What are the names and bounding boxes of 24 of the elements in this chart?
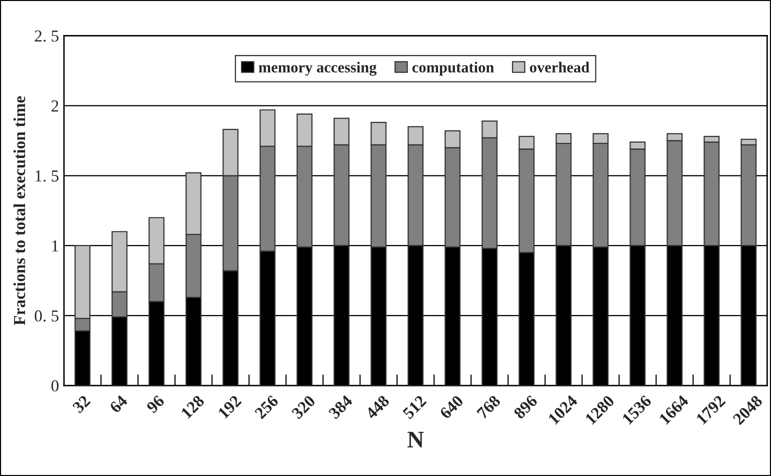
y-tick-label: 1. 5: [36, 170, 58, 182]
legend-label: memory accessing: [258, 62, 377, 76]
y-tick-label: 1: [52, 240, 58, 252]
x-tick-label: 96: [146, 394, 166, 414]
y-tick-label: 0. 5: [34, 310, 58, 322]
x-tick-label: 192: [218, 394, 242, 419]
y-tick-label: 0: [51, 380, 58, 392]
x-tick-label: 768: [476, 394, 501, 420]
x-tick-label: 32: [72, 394, 91, 414]
x-tick-label: 896: [513, 394, 538, 420]
x-tick-label: 640: [439, 394, 464, 420]
x-tick-label: 448: [364, 394, 390, 420]
x-tick-label: 256: [254, 394, 279, 420]
x-tick-label: 320: [291, 394, 316, 420]
x-tick-label: 512: [402, 394, 427, 420]
legend-label: overhead: [530, 62, 590, 73]
legend-label: computation: [412, 62, 494, 76]
x-tick-label: 128: [180, 394, 205, 419]
y-tick-label: 2: [52, 100, 58, 112]
x-tick-label: 384: [328, 394, 354, 420]
y-axis-title: Fractions to total execution time: [13, 96, 26, 326]
y-tick-label: 2. 5: [34, 30, 58, 42]
x-axis-title: N: [407, 432, 424, 448]
x-tick-label: 64: [109, 394, 128, 414]
